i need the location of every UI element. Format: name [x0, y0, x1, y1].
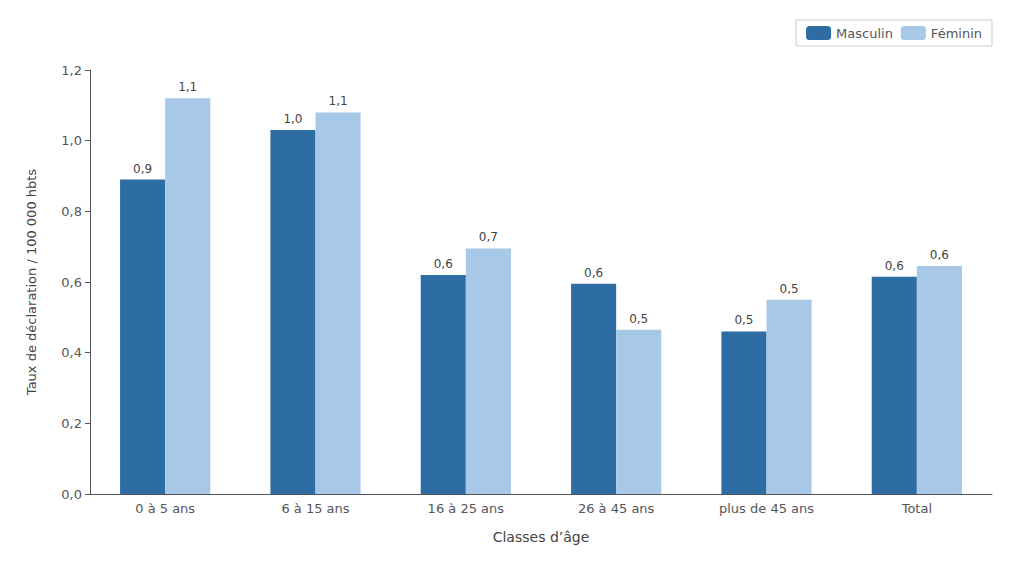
- svg-text:0,8: 0,8: [61, 204, 82, 219]
- svg-text:16 à 25 ans: 16 à 25 ans: [428, 501, 505, 516]
- svg-text:0,0: 0,0: [61, 487, 82, 502]
- svg-text:Total: Total: [901, 501, 932, 516]
- svg-text:0,5: 0,5: [629, 312, 648, 326]
- svg-text:0,6: 0,6: [584, 266, 603, 280]
- svg-text:1,1: 1,1: [329, 94, 348, 108]
- svg-text:0,6: 0,6: [930, 248, 949, 262]
- svg-text:26 à 45 ans: 26 à 45 ans: [578, 501, 655, 516]
- svg-text:Classes d’âge: Classes d’âge: [493, 529, 590, 545]
- svg-text:Masculin: Masculin: [836, 26, 893, 41]
- svg-text:Taux de déclaration / 100 000: Taux de déclaration / 100 000 hbts: [24, 169, 39, 397]
- svg-text:0,6: 0,6: [885, 259, 904, 273]
- svg-text:plus de 45 ans: plus de 45 ans: [719, 501, 814, 516]
- svg-text:Féminin: Féminin: [931, 26, 982, 41]
- svg-text:1,0: 1,0: [61, 133, 82, 148]
- svg-text:0,6: 0,6: [434, 257, 453, 271]
- svg-text:0,5: 0,5: [780, 282, 799, 296]
- svg-text:0,2: 0,2: [61, 416, 82, 431]
- svg-text:0,9: 0,9: [133, 162, 152, 176]
- svg-text:0,4: 0,4: [61, 345, 82, 360]
- svg-text:1,0: 1,0: [283, 112, 302, 126]
- svg-text:0 à 5 ans: 0 à 5 ans: [135, 501, 195, 516]
- svg-text:6 à 15 ans: 6 à 15 ans: [281, 501, 349, 516]
- svg-text:0,6: 0,6: [61, 275, 82, 290]
- svg-text:0,5: 0,5: [734, 313, 753, 327]
- svg-text:0,7: 0,7: [479, 230, 498, 244]
- svg-text:1,2: 1,2: [61, 63, 82, 78]
- svg-text:1,1: 1,1: [178, 80, 197, 94]
